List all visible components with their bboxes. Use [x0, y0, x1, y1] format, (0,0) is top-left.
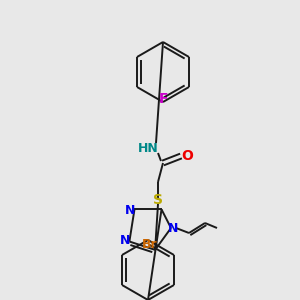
Text: HN: HN: [138, 142, 158, 154]
Text: Br: Br: [142, 238, 158, 250]
Text: N: N: [168, 221, 178, 235]
Text: N: N: [125, 204, 136, 217]
Text: O: O: [181, 149, 193, 163]
Text: F: F: [159, 92, 169, 106]
Text: N: N: [120, 234, 130, 247]
Text: S: S: [153, 193, 163, 207]
